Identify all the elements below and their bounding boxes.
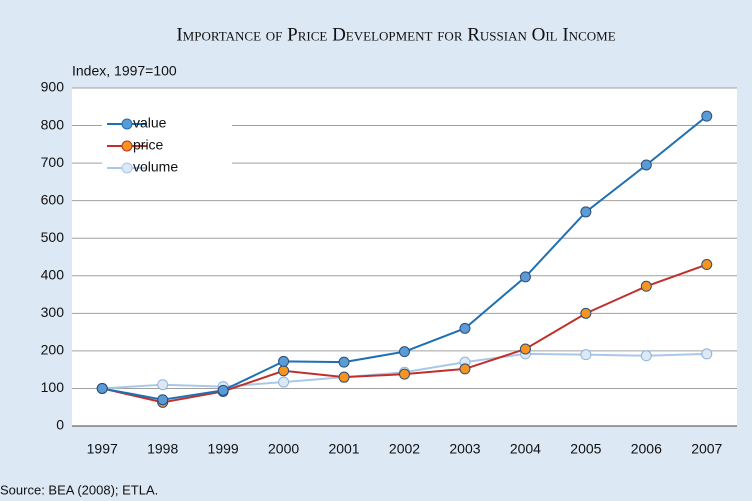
- y-tick-label: 500: [41, 229, 65, 245]
- x-tick-label: 1998: [147, 441, 178, 457]
- y-tick-label: 400: [41, 266, 65, 282]
- legend-label: value: [133, 115, 167, 131]
- y-tick-label: 0: [56, 417, 64, 433]
- y-tick-label: 700: [41, 154, 65, 170]
- x-tick-label: 2006: [631, 441, 662, 457]
- data-point: [701, 348, 713, 360]
- legend-marker: [121, 140, 133, 152]
- data-point: [519, 271, 531, 283]
- data-point: [580, 307, 592, 319]
- data-point: [640, 280, 652, 292]
- x-tick-label: 2005: [570, 441, 601, 457]
- x-tick-label: 2007: [691, 441, 722, 457]
- source: Source: BEA (2008); ETLA.: [0, 482, 158, 497]
- data-point: [278, 355, 290, 367]
- y-tick-label: 200: [41, 342, 65, 358]
- data-point: [96, 382, 108, 394]
- x-tick-label: 2001: [328, 441, 359, 457]
- y-tick-label: 900: [41, 79, 65, 95]
- x-tick-label: 2002: [389, 441, 420, 457]
- data-point: [459, 363, 471, 375]
- legend-marker: [121, 118, 133, 130]
- data-point: [278, 376, 290, 388]
- data-point: [399, 368, 410, 380]
- y-tick-label: 600: [41, 191, 65, 207]
- x-tick-label: 2000: [268, 441, 299, 457]
- x-tick-label: 1999: [208, 441, 239, 457]
- y-axis-label: Index, 1997=100: [72, 63, 177, 79]
- y-tick-label: 300: [41, 304, 65, 320]
- y-tick-label: 100: [41, 379, 65, 395]
- x-tick-label: 1997: [87, 441, 118, 457]
- legend-marker: [121, 162, 133, 174]
- data-point: [701, 259, 713, 271]
- data-point: [338, 356, 350, 368]
- data-point: [399, 346, 410, 358]
- data-point: [217, 384, 229, 396]
- chart-title: Importance of Price Development for Russ…: [176, 24, 615, 45]
- data-point: [640, 350, 652, 362]
- data-point: [580, 206, 592, 218]
- data-point: [519, 343, 531, 355]
- y-tick-label: 800: [41, 116, 65, 132]
- data-point: [701, 110, 713, 122]
- data-point: [580, 349, 592, 361]
- data-point: [157, 394, 169, 406]
- data-point: [459, 322, 471, 334]
- legend-label: price: [133, 137, 164, 153]
- x-tick-label: 2004: [510, 441, 541, 457]
- data-point: [278, 365, 290, 377]
- x-tick-label: 2003: [449, 441, 480, 457]
- data-point: [338, 371, 350, 383]
- legend-label: volume: [133, 159, 178, 175]
- data-point: [640, 159, 652, 171]
- data-point: [157, 379, 169, 391]
